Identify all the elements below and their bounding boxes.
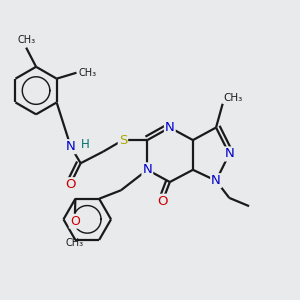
Text: O: O xyxy=(70,215,80,228)
Text: N: N xyxy=(66,140,76,153)
Text: CH₃: CH₃ xyxy=(78,68,96,78)
Text: O: O xyxy=(157,195,168,208)
Text: CH₃: CH₃ xyxy=(66,238,84,248)
Text: N: N xyxy=(165,121,175,134)
Text: O: O xyxy=(65,178,75,191)
Text: S: S xyxy=(119,134,127,147)
Text: N: N xyxy=(211,174,221,187)
Text: N: N xyxy=(224,148,234,160)
Text: CH₃: CH₃ xyxy=(223,93,243,103)
Text: N: N xyxy=(142,163,152,176)
Text: H: H xyxy=(81,138,90,151)
Text: CH₃: CH₃ xyxy=(17,35,35,45)
